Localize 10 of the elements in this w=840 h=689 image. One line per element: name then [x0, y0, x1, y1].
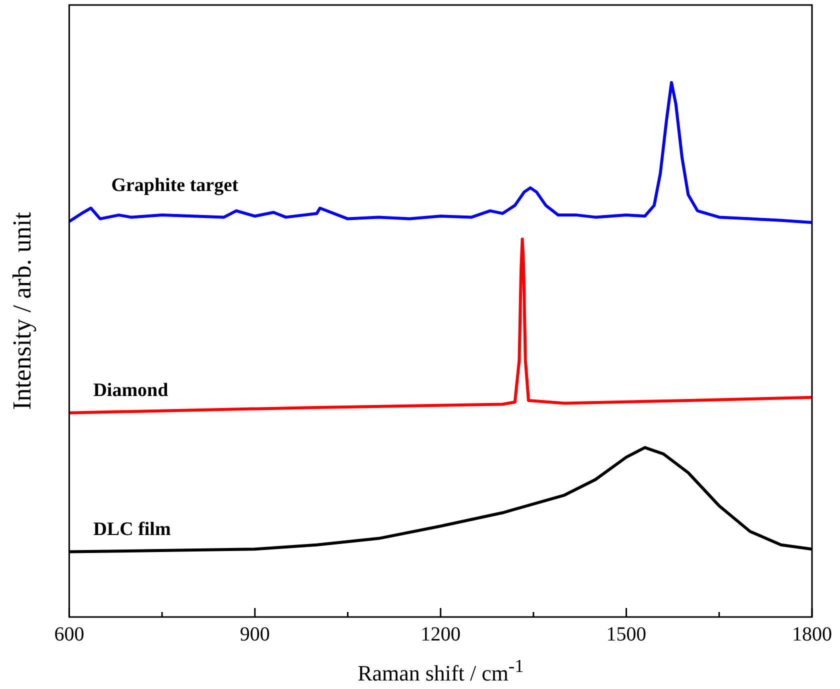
- x-axis-title: Raman shift / cm$^{-1}$: [358, 656, 524, 686]
- series-label: Diamond: [93, 380, 169, 402]
- x-tick-label: 600: [54, 623, 84, 646]
- series-label: DLC film: [93, 519, 171, 540]
- x-tick-label: 900: [240, 623, 270, 646]
- x-tick-label: 1800: [792, 623, 832, 646]
- x-tick-label: 1200: [420, 623, 461, 646]
- y-axis-title: Intensity / arb. unit: [7, 211, 36, 410]
- series-label: Graphite target: [111, 174, 240, 196]
- x-tick-label: 1500: [606, 623, 646, 646]
